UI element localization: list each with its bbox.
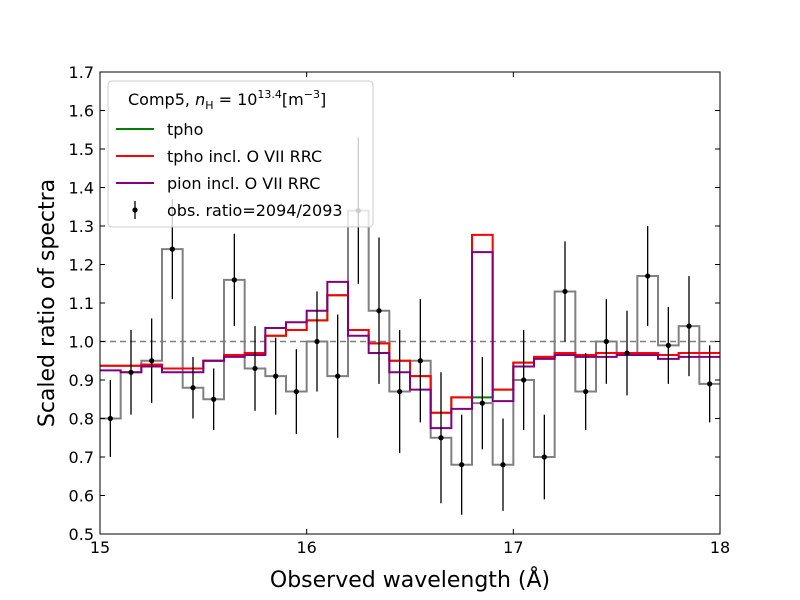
x-tick-label: 15 xyxy=(90,538,110,557)
y-tick-label: 0.5 xyxy=(69,525,94,544)
y-tick-label: 0.8 xyxy=(69,410,94,429)
data-point xyxy=(603,338,609,345)
legend-title-n: n xyxy=(195,90,205,109)
legend-title-unit-close: ] xyxy=(320,90,326,109)
y-tick-label: 1.2 xyxy=(69,256,94,275)
data-point xyxy=(541,454,547,460)
data-point xyxy=(500,462,506,468)
data-point xyxy=(252,365,258,372)
legend-label-pion-rrc: pion incl. O VII RRC xyxy=(167,174,320,193)
legend-frame xyxy=(107,80,374,228)
data-point xyxy=(149,358,155,364)
data-point xyxy=(665,342,671,348)
legend-title-eq: = 10 xyxy=(213,90,257,109)
x-tick-label: 16 xyxy=(296,538,316,557)
data-point xyxy=(479,400,485,406)
data-point xyxy=(190,385,196,391)
data-point xyxy=(562,288,568,295)
legend-title-unit-exp: −3 xyxy=(304,88,320,101)
data-point xyxy=(314,338,320,345)
y-tick-label: 0.7 xyxy=(69,448,94,467)
legend-title-prefix: Comp5, xyxy=(128,90,195,109)
data-point xyxy=(107,415,113,422)
x-tick-label: 18 xyxy=(710,538,730,557)
data-point xyxy=(335,373,341,379)
data-point xyxy=(231,277,237,283)
y-tick-label: 1.7 xyxy=(69,63,94,82)
y-tick-label: 1.3 xyxy=(69,217,94,236)
data-point xyxy=(438,435,444,441)
data-point xyxy=(128,369,134,375)
data-point xyxy=(583,388,589,395)
axis-layer: 15 16 17 18 0.5 0.6 0.7 0.8 0.9 1.0 1.1 1.2 1.3 1.4 1.… xyxy=(69,63,731,557)
data-point xyxy=(417,358,423,364)
data-point xyxy=(293,388,299,395)
y-tick-label: 1.5 xyxy=(69,140,94,159)
data-point xyxy=(169,246,175,252)
data-point xyxy=(211,396,217,402)
data-point xyxy=(624,350,630,356)
y-tick-label: 1.1 xyxy=(69,294,94,313)
legend-label-tpho: tpho xyxy=(167,120,203,139)
data-point xyxy=(273,373,279,379)
legend-label-tpho-rrc: tpho incl. O VII RRC xyxy=(167,147,322,166)
legend: Comp5, nH = 1013.4[m−3] tpho tpho incl. … xyxy=(107,80,374,228)
data-point xyxy=(686,323,692,329)
data-point xyxy=(707,381,713,387)
x-axis-title: Observed wavelength (Å) xyxy=(270,566,550,593)
y-tick-label: 0.9 xyxy=(69,371,94,390)
errorbar-layer xyxy=(107,137,713,515)
data-point xyxy=(459,462,465,468)
legend-title-exp: 13.4 xyxy=(257,88,282,101)
y-tick-label: 0.6 xyxy=(69,487,94,506)
data-point xyxy=(376,308,382,314)
y-axis-title: Scaled ratio of spectra xyxy=(35,179,60,427)
y-tick-label: 1.0 xyxy=(69,333,94,352)
legend-title-sub: H xyxy=(205,99,213,112)
legend-label-obs: obs. ratio=2094/2093 xyxy=(167,201,343,220)
legend-marker-obs xyxy=(132,207,138,213)
y-tick-label: 1.6 xyxy=(69,102,94,121)
y-tick-label: 1.4 xyxy=(69,179,94,198)
data-point xyxy=(521,377,527,383)
x-tick-label: 17 xyxy=(503,538,523,557)
legend-title-unit: [m xyxy=(282,90,304,109)
data-point xyxy=(397,388,403,395)
legend-title: Comp5, nH = 1013.4[m−3] xyxy=(128,88,326,112)
data-point xyxy=(645,273,651,279)
